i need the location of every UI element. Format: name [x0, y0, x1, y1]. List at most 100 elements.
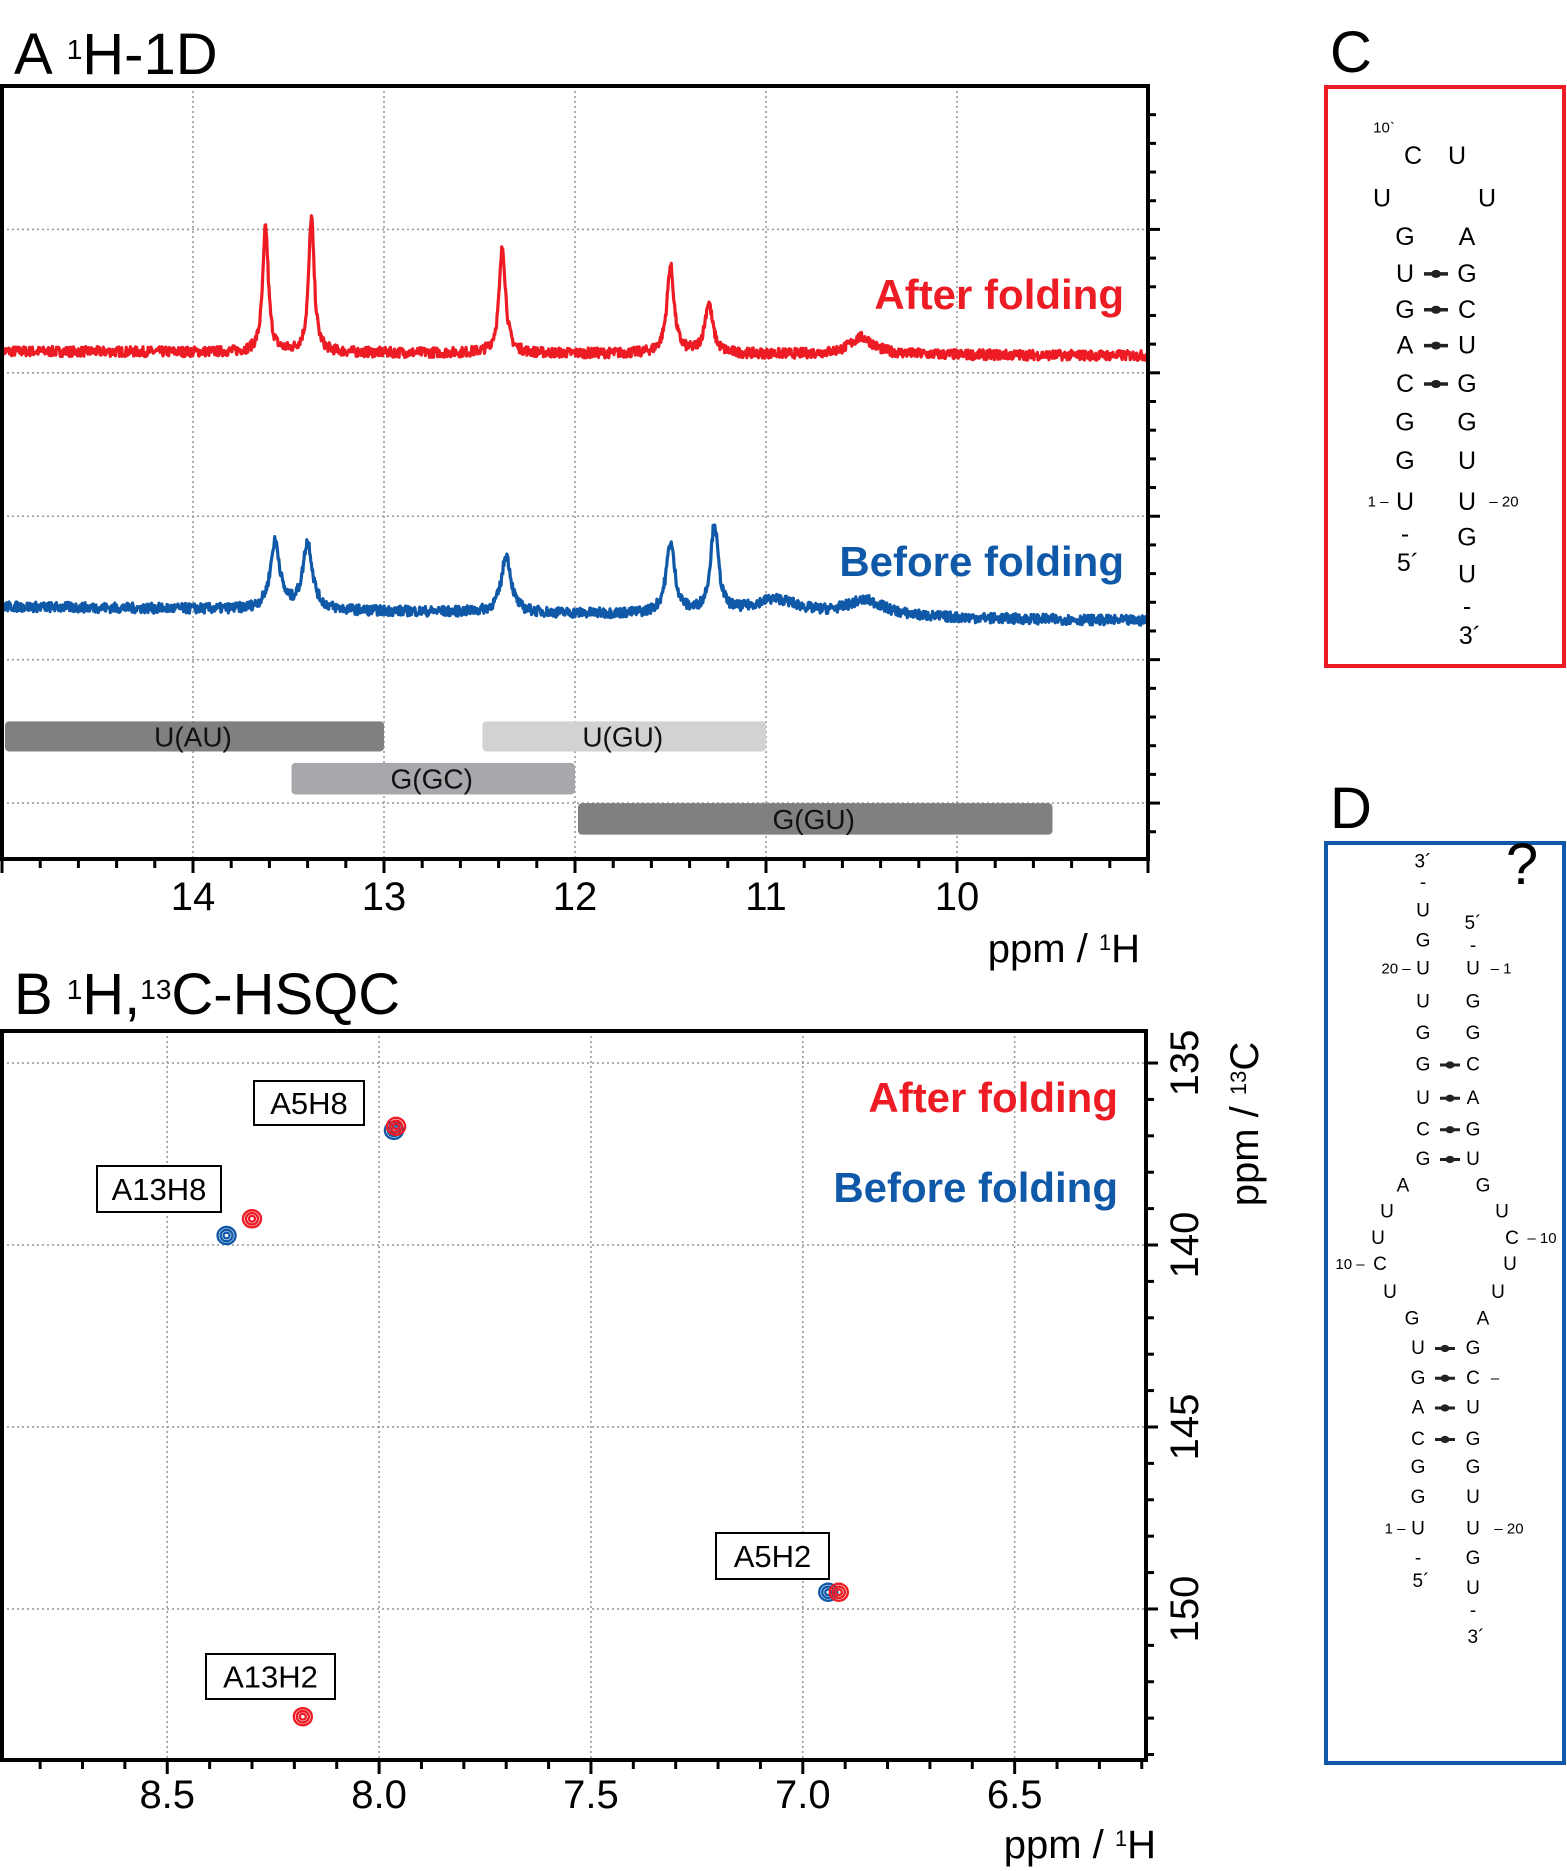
contour-ring	[216, 1225, 237, 1246]
x-tick-label: 7.0	[775, 1773, 831, 1817]
nucleotide: U	[1466, 1487, 1480, 1508]
label-pre: ppm /	[1004, 1823, 1115, 1867]
nucleotide: U	[1396, 260, 1414, 288]
title-superscript: 1	[67, 34, 83, 65]
contour-ring	[247, 1214, 257, 1223]
peak-label-box	[205, 1653, 336, 1700]
base-pair-bond	[1435, 1374, 1455, 1382]
nucleotide: -	[1420, 873, 1426, 894]
nucleotide: U	[1503, 1254, 1517, 1275]
nucleotide: U	[1458, 447, 1476, 475]
x-tick-label: 12	[553, 875, 598, 919]
bond-dot	[1431, 269, 1441, 278]
nucleotide: U	[1491, 1282, 1505, 1303]
peak-label-box	[96, 1165, 222, 1213]
nucleotide: G	[1395, 223, 1414, 251]
contour-ring	[821, 1585, 836, 1600]
nucleotide: U	[1466, 1518, 1480, 1539]
nucleotide: C	[1458, 296, 1476, 324]
spectrum-before-folding	[0, 523, 1150, 627]
range-bar	[5, 721, 384, 752]
nucleotide: G	[1457, 408, 1476, 436]
nucleotide: G	[1405, 1308, 1420, 1329]
label-pre: ppm /	[988, 927, 1099, 971]
nucleotide: C	[1416, 1119, 1430, 1140]
nucleotide: U	[1416, 901, 1430, 922]
nucleotide: 1 –	[1385, 1520, 1407, 1537]
nucleotide: A	[1477, 1308, 1490, 1329]
x-tick-label: 14	[171, 875, 216, 919]
nucleotide: U	[1411, 1338, 1425, 1359]
bond-dot	[1431, 341, 1441, 350]
x-tick-label: 6.5	[987, 1773, 1043, 1817]
nucleotide: G	[1466, 1023, 1481, 1044]
label-superscript: 1	[1099, 930, 1111, 955]
bond-dot	[1445, 1061, 1455, 1069]
structure-c-box	[1324, 85, 1566, 668]
nucleotide: U	[1478, 184, 1496, 212]
nucleotide: G	[1466, 1338, 1481, 1359]
nucleotide: C	[1373, 1254, 1387, 1275]
panel-label: A	[14, 22, 53, 87]
peak-label: A5H2	[734, 1539, 812, 1574]
nucleotide: U	[1416, 1088, 1430, 1109]
panel-c-title: C	[1330, 20, 1372, 85]
nucleotide: U	[1495, 1202, 1509, 1223]
nucleotide: 10`	[1373, 120, 1395, 137]
nucleotide: U	[1411, 1518, 1425, 1539]
nucleotide: 3´	[1468, 1627, 1485, 1648]
nucleotide: – 1	[1491, 960, 1512, 977]
x-axis-label: ppm / 1H	[988, 927, 1140, 971]
nucleotide: C	[1466, 1368, 1480, 1389]
title-main: C-HSQC	[171, 962, 400, 1027]
nucleotide: – 10	[1527, 1230, 1556, 1247]
nucleotide: U	[1458, 332, 1476, 360]
peak-contour-after	[385, 1116, 407, 1137]
x-tick-label: 8.0	[351, 1773, 407, 1817]
plot-frame	[0, 1029, 1148, 1762]
x-tick-label: 7.5	[563, 1773, 619, 1817]
peak-label: A5H8	[270, 1086, 348, 1121]
peak-label-box	[253, 1080, 365, 1126]
x-tick-label: 13	[362, 875, 407, 919]
bond-dot	[1445, 1126, 1455, 1134]
nucleotide: – 20	[1494, 1520, 1523, 1537]
nucleotide: C	[1411, 1429, 1425, 1450]
nucleotide: A	[1397, 1175, 1410, 1196]
nucleotide: G	[1411, 1368, 1426, 1389]
x-tick-label: 10	[935, 875, 980, 919]
nucleotide: G	[1395, 447, 1414, 475]
range-bar-label: U(AU)	[154, 721, 232, 752]
panel-b-title: B 1H,13C-HSQC	[14, 962, 400, 1027]
nucleotide: A	[1467, 1088, 1480, 1109]
nucleotide: C	[1466, 1055, 1480, 1076]
nucleotide: G	[1466, 1429, 1481, 1450]
structure-d-box	[1324, 841, 1566, 1765]
contour-ring	[295, 1709, 311, 1724]
title-superscript: 1	[67, 974, 83, 1005]
nucleotide: 5´	[1413, 1571, 1430, 1592]
contour-ring	[388, 1119, 404, 1134]
y-tick-label: 145	[1163, 1394, 1207, 1461]
nucleotide: C	[1505, 1228, 1519, 1249]
x-axis-label: ppm / 1H	[1004, 1823, 1156, 1867]
nucleotide: G	[1416, 1055, 1431, 1076]
panel-a-title: A 1H-1D	[14, 22, 218, 87]
contour-ring	[834, 1588, 844, 1597]
nucleotide: 20 –	[1381, 960, 1411, 977]
contour-ring	[824, 1588, 833, 1597]
contour-ring	[219, 1228, 234, 1243]
contour-ring	[391, 1122, 401, 1131]
spectrum-after-folding	[0, 214, 1150, 362]
nucleotide: 5´	[1397, 549, 1419, 577]
legend-before-folding: Before folding	[833, 1164, 1118, 1211]
bond-dot	[1440, 1404, 1450, 1412]
nucleotide: G	[1476, 1175, 1491, 1196]
contour-ring	[828, 1582, 850, 1602]
nucleotide: -	[1401, 520, 1409, 548]
base-pair-bond	[1424, 380, 1448, 388]
nucleotide: A	[1412, 1398, 1425, 1419]
nucleotide: G	[1416, 1023, 1431, 1044]
base-pair-bond	[1435, 1435, 1455, 1444]
